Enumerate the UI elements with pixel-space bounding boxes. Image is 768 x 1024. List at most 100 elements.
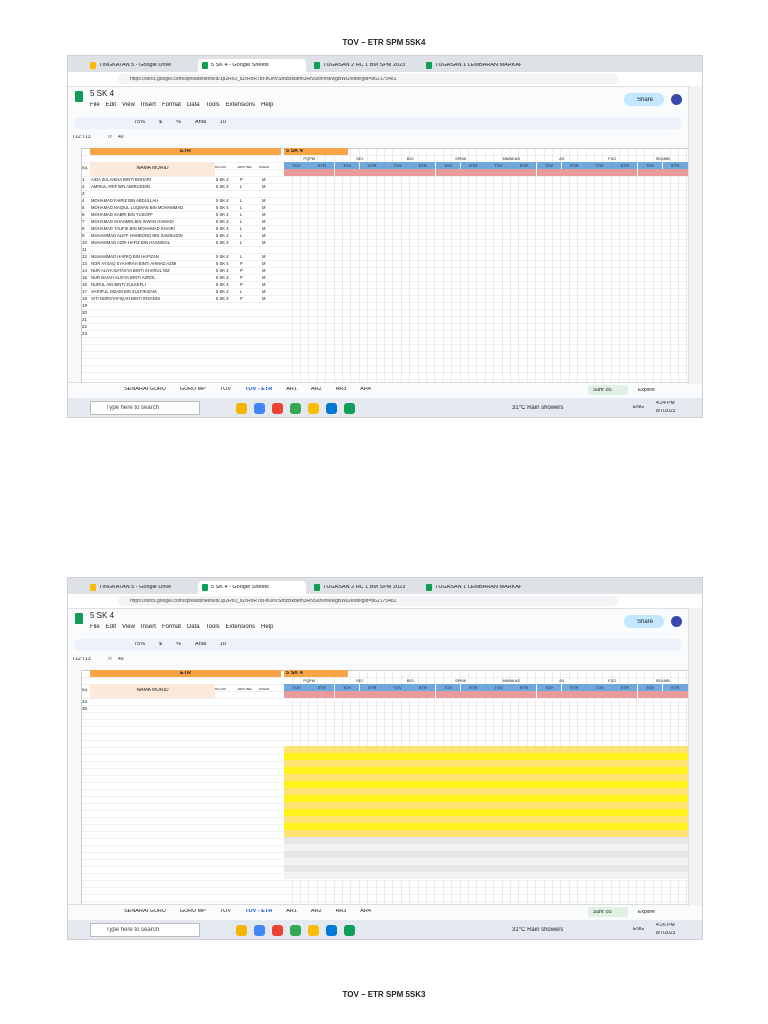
browser-tab[interactable]: 5 SK 4 - Google Sheets — [198, 59, 306, 72]
toolbar-item[interactable]: % — [176, 120, 181, 125]
toolbar-item[interactable]: 10 — [219, 642, 227, 647]
sheet-tab[interactable]: SENARAI GURU — [124, 387, 166, 392]
taskbar-icon — [290, 925, 301, 936]
tov-etr-cell — [385, 162, 410, 169]
menu-item[interactable]: Insert — [140, 102, 156, 108]
student-class: 5 SK 4 — [216, 198, 229, 203]
sheet-tab[interactable]: TOV - ETR — [245, 909, 273, 914]
sheet-tab[interactable]: AR4 — [360, 387, 371, 392]
row-bil: 10 — [82, 240, 88, 245]
student-name: NOR AYSAQ SYAHIRAH BINTI AHMAD AZMI — [91, 261, 177, 266]
browser-tab[interactable]: TINGKATAN 5 - Google Drive — [86, 581, 194, 594]
menu-item[interactable]: Format — [161, 624, 181, 630]
student-race: M — [262, 184, 266, 189]
toolbar-item[interactable]: $ — [159, 120, 163, 125]
browser-tab[interactable]: 5 SK 4 - Google Sheets — [198, 581, 306, 594]
tov-etr-cell — [587, 162, 612, 169]
taskbar-icon — [326, 925, 337, 936]
sheet-tab[interactable]: AR3 — [335, 387, 347, 392]
bil-header-label: BIL — [82, 688, 89, 692]
menu-item[interactable]: Insert — [140, 624, 156, 630]
sheet-tab[interactable]: TOV - ETR — [245, 387, 273, 392]
menu-item[interactable]: Help — [261, 102, 274, 108]
browser-tab[interactable]: TUGASAN 1 LEMBARAN MARKAH — [422, 59, 530, 72]
menu-item[interactable]: Extensions — [225, 624, 256, 630]
cell-ref: T12:T13 — [72, 657, 91, 662]
explore[interactable]: Explore — [638, 909, 655, 915]
sheet-tab[interactable]: GURU MP — [179, 909, 206, 914]
sheet-tab[interactable]: AR1 — [286, 909, 297, 914]
menu-item[interactable]: Tools — [205, 624, 220, 630]
weather: 31°C Rain showers — [512, 405, 564, 411]
toolbar-item[interactable]: Arial — [194, 642, 206, 647]
student-class: 5 SK 4 — [216, 275, 229, 280]
tab-icon — [426, 584, 432, 591]
toolbar-item[interactable]: 75% — [134, 642, 146, 647]
lang: ENG — [633, 927, 644, 932]
menu-item[interactable]: File — [90, 102, 100, 108]
menu-item[interactable]: Help — [261, 624, 274, 630]
sheet-tab-bar — [68, 382, 688, 399]
student-class: 5 SK 4 — [216, 184, 229, 189]
browser-tab[interactable]: TUGASAN 2 HC 1 BM SPM 2023 — [310, 59, 418, 72]
student-gender: L — [240, 205, 243, 210]
tab-title: 5 SK 4 - Google Sheets — [211, 585, 269, 590]
menu-item[interactable]: Edit — [105, 624, 117, 630]
grade-header-cell — [486, 169, 536, 176]
browser-tab[interactable]: TUGASAN 1 LEMBARAN MARKAH — [422, 581, 530, 594]
grade-header-cell — [284, 691, 334, 698]
side-panel — [688, 608, 702, 906]
sheet-tab[interactable]: AR2 — [310, 909, 322, 914]
student-race: M — [262, 219, 266, 224]
name-header — [90, 162, 215, 176]
sheet-tab[interactable]: AR4 — [360, 909, 371, 914]
menu-item[interactable]: File — [90, 624, 100, 630]
tov-etr-label: ETR — [469, 685, 478, 690]
etr-label: ETR — [180, 671, 191, 676]
row-bil: 18 — [82, 296, 88, 301]
student-gender: P — [240, 282, 243, 287]
toolbar-item[interactable]: 75% — [134, 120, 146, 125]
toolbar-item[interactable]: % — [176, 642, 181, 647]
time: 4:24 PM — [656, 401, 675, 406]
student-race: M — [262, 212, 266, 217]
etr-header — [90, 670, 281, 677]
menu-item[interactable]: Data — [186, 102, 200, 108]
subject-label: BIO — [406, 678, 414, 683]
doc-title: 5 SK 4 — [90, 90, 115, 98]
menu-item[interactable]: View — [122, 102, 135, 108]
date: 8/7/2023 — [656, 409, 676, 414]
menu-item[interactable]: Extensions — [225, 102, 256, 108]
toolbar-item[interactable]: Arial — [194, 120, 206, 125]
row-bil: 21 — [82, 317, 88, 322]
sheet-tab[interactable]: GURU MP — [179, 387, 206, 392]
sheet-tab[interactable]: TOV — [219, 387, 232, 392]
browser-tab[interactable]: TUGASAN 2 HC 1 BM SPM 2023 — [310, 581, 418, 594]
tov-etr-label: TOV — [545, 685, 554, 690]
tov-etr-label: TOV — [393, 685, 402, 690]
explore[interactable]: Explore — [638, 387, 655, 393]
sheet-tab[interactable]: TOV — [219, 909, 232, 914]
sheet-tab[interactable]: AR3 — [335, 909, 347, 914]
tov-etr-label: ETR — [620, 163, 629, 168]
sheet-tab[interactable]: SENARAI GURU — [124, 909, 166, 914]
sum-chip[interactable]: Sum: 85 — [588, 385, 628, 395]
toolbar-item[interactable]: 10 — [219, 120, 227, 125]
menu-item[interactable]: Data — [186, 624, 200, 630]
toolbar-item[interactable]: $ — [159, 642, 163, 647]
menu-item[interactable]: Format — [161, 102, 181, 108]
tov-etr-label: ETR — [368, 163, 377, 168]
menu-item[interactable]: Tools — [205, 102, 220, 108]
sheet-tab[interactable]: AR2 — [310, 387, 322, 392]
taskbar-icon — [254, 403, 265, 414]
share-button[interactable]: Share — [624, 93, 664, 106]
menu-item[interactable]: Edit — [105, 102, 117, 108]
browser-tab[interactable]: TINGKATAN 5 - Google Drive — [86, 59, 194, 72]
formula-value: 40 — [118, 135, 124, 140]
student-gender: L — [240, 289, 243, 294]
sheet-tabs: SENARAI GURU GURU MP TOV TOV - ETR AR1 AR2 AR3… — [124, 387, 371, 393]
share-button[interactable]: Share — [624, 615, 664, 628]
menu-item[interactable]: View — [122, 624, 135, 630]
sheet-tab[interactable]: AR1 — [286, 387, 297, 392]
sum-chip[interactable]: Sum: 85 — [588, 907, 628, 917]
